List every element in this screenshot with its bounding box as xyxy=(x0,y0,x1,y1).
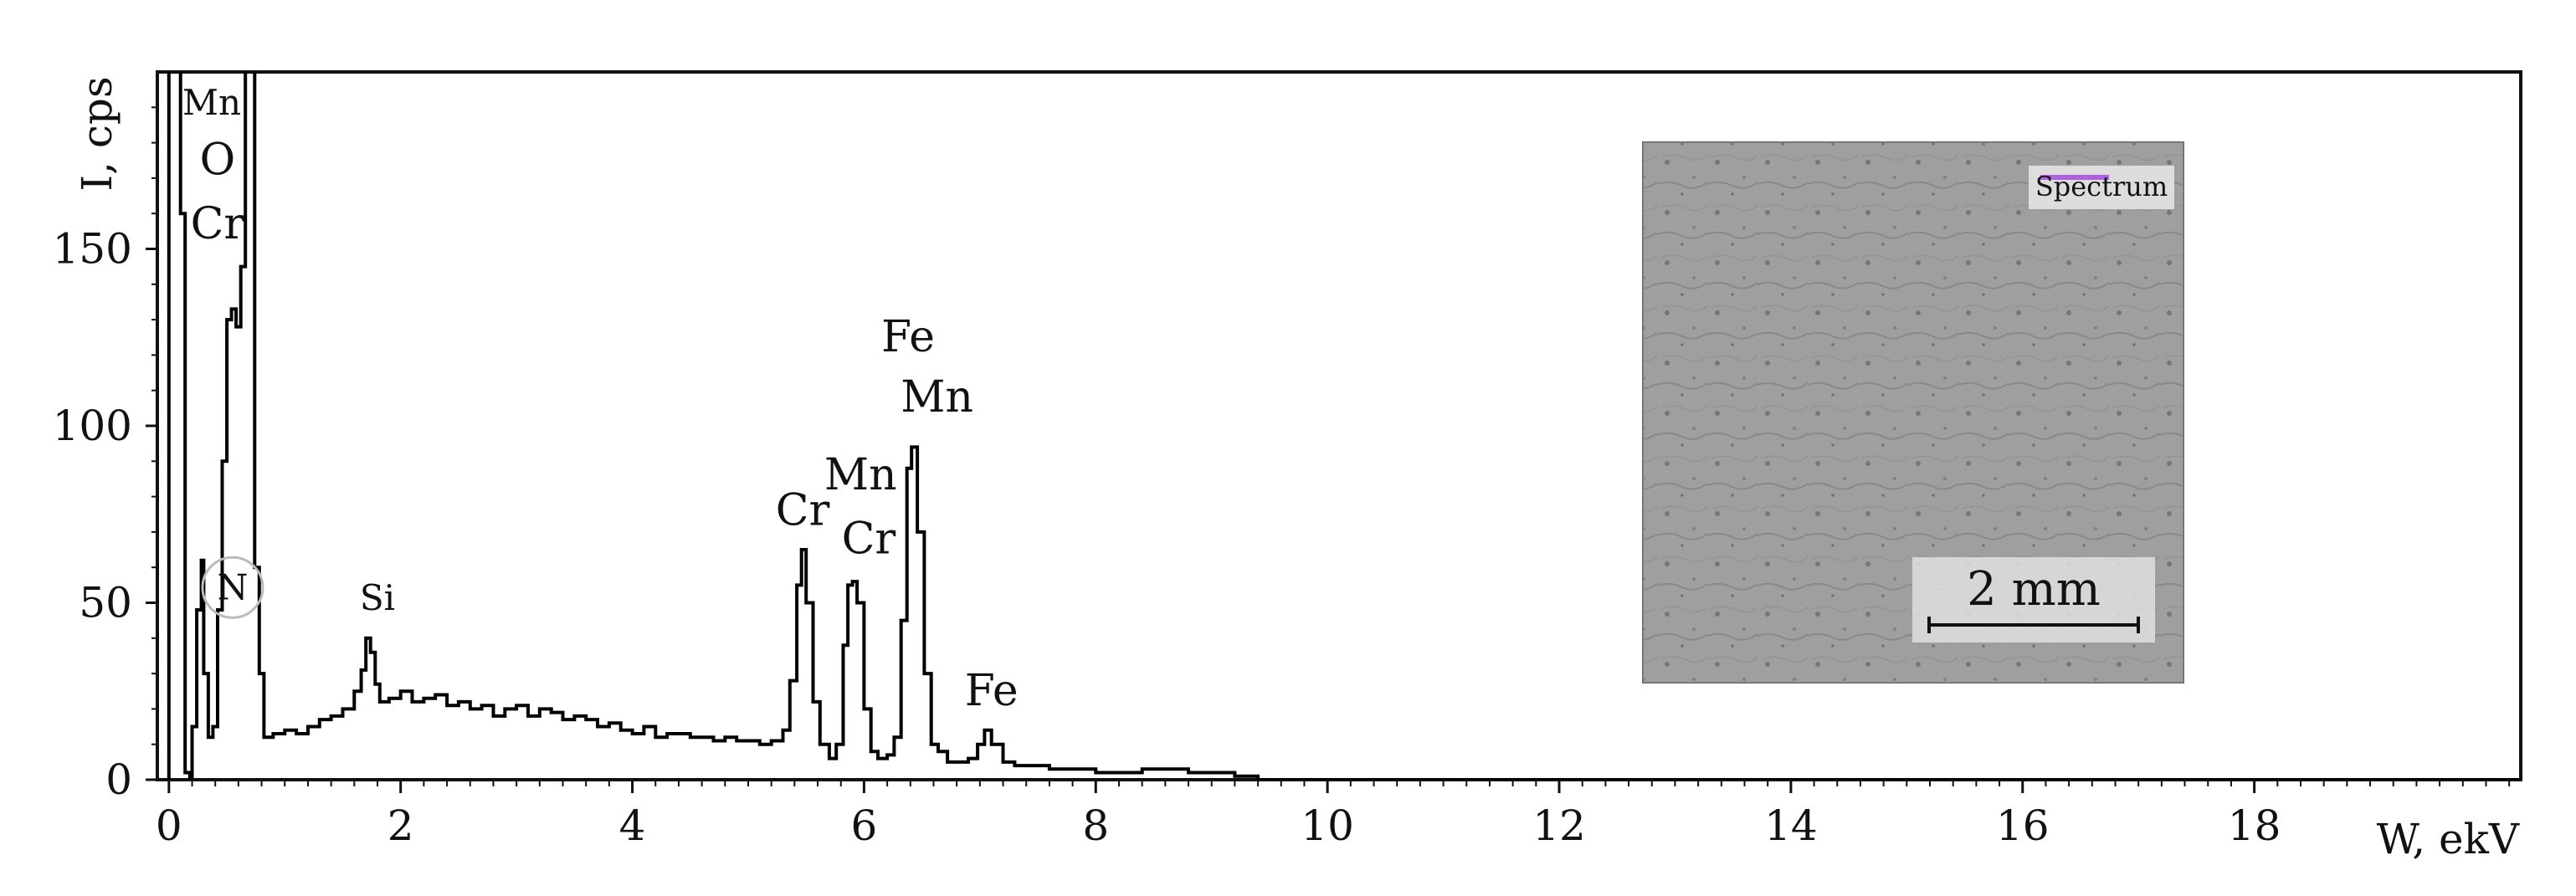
y-tick-label: 150 xyxy=(53,225,132,274)
peak-label-fe: Fe xyxy=(881,312,935,362)
x-tick-label: 14 xyxy=(1764,801,1818,850)
y-tick-label: 100 xyxy=(53,402,132,450)
peak-label-cr: Cr xyxy=(191,199,245,249)
inset-micrograph: Spectrum 2 mm xyxy=(1642,141,2184,684)
y-tick-label: 0 xyxy=(105,755,132,804)
x-tick-label: 10 xyxy=(1301,801,1354,850)
x-axis-minor-ticks xyxy=(167,780,2511,786)
x-axis-ticks: 0 2 4 6 8 10 12 14 16 18 xyxy=(156,780,2281,850)
n-peak-highlight-circle xyxy=(201,556,264,619)
x-tick-label: 8 xyxy=(1082,801,1109,850)
x-tick-label: 2 xyxy=(387,801,414,850)
x-tick-label: 16 xyxy=(1996,801,2050,850)
spectrum-series-line xyxy=(167,72,2521,780)
peak-label-cr: Cr xyxy=(842,514,896,564)
y-tick-label: 50 xyxy=(79,579,132,627)
scale-bar-box xyxy=(1912,557,2155,643)
scale-bar-label: 2 mm xyxy=(1967,562,2101,617)
peak-label-n: N xyxy=(218,566,249,607)
spectrum-label: Spectrum xyxy=(2035,171,2168,202)
x-tick-label: 4 xyxy=(619,801,646,850)
peak-label-mn: Mn xyxy=(824,450,897,500)
x-axis-title: W, ekV xyxy=(2377,815,2520,863)
y-axis-ticks: 0 50 100 150 xyxy=(53,106,157,804)
x-tick-label: 12 xyxy=(1532,801,1586,850)
x-tick-label: 18 xyxy=(2228,801,2281,850)
peak-label-si: Si xyxy=(360,577,395,618)
x-tick-label: 0 xyxy=(156,801,182,850)
peak-label-cr: Cr xyxy=(776,485,830,535)
spectrum-label-box xyxy=(2029,166,2174,209)
x-tick-label: 6 xyxy=(851,801,878,850)
y-axis-title: I, cps xyxy=(73,76,121,191)
peak-label-mn: Mn xyxy=(182,82,241,123)
peak-label-o: O xyxy=(200,136,236,186)
peak-label-mn: Mn xyxy=(901,372,973,422)
peak-label-fe: Fe xyxy=(965,666,1019,716)
